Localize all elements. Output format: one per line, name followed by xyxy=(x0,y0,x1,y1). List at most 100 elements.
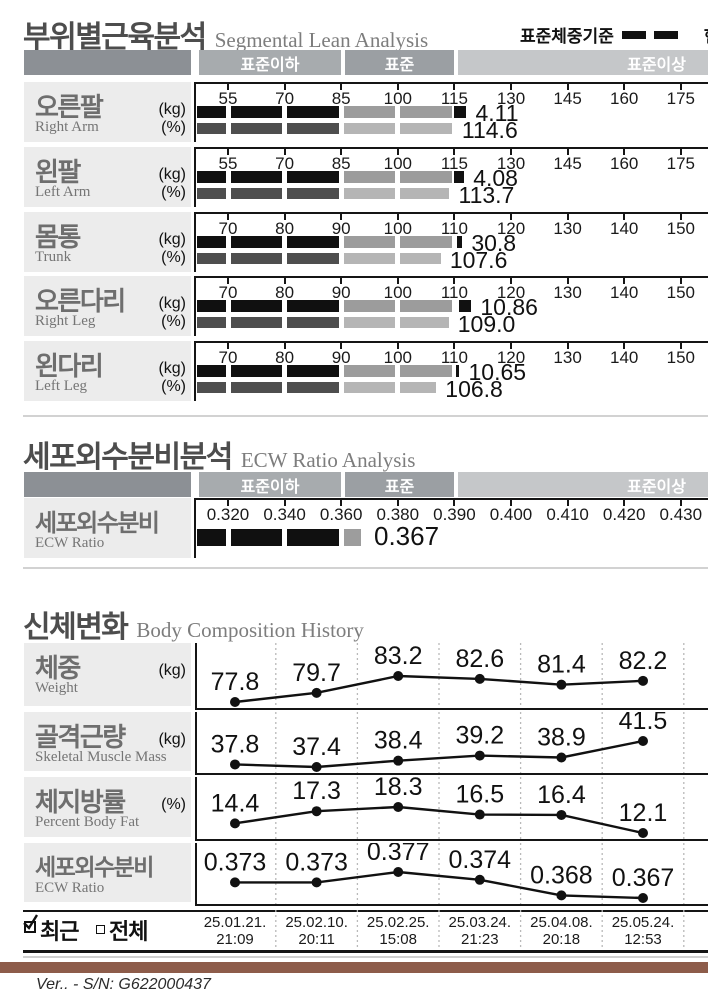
data-point xyxy=(556,809,567,820)
dates-top-rule xyxy=(23,910,708,912)
gauge-tick-label: 175 xyxy=(666,89,695,108)
pct-bar xyxy=(195,382,708,393)
gauge-tick-label: 120 xyxy=(496,348,526,367)
kg-bar-segment xyxy=(343,300,396,312)
gauge-tick xyxy=(396,149,399,155)
data-point-label: 0.374 xyxy=(449,846,512,874)
all-checkbox[interactable] xyxy=(96,925,105,934)
pct-bar-segment xyxy=(197,253,226,264)
gauge-tick xyxy=(340,278,343,284)
pct-bar xyxy=(195,188,708,199)
kg-bar-segment xyxy=(197,365,226,377)
pct-value: 109.0 xyxy=(457,311,516,337)
date-text: 25.01.21. xyxy=(203,914,267,931)
time-text: 20:18 xyxy=(542,931,581,948)
row-name-ko: 세포외수분비 xyxy=(35,854,154,880)
data-point xyxy=(556,752,567,763)
pct-value: 113.7 xyxy=(458,182,515,208)
gauge-tick xyxy=(227,214,229,220)
all-checkbox-label[interactable]: 전체 xyxy=(109,919,148,944)
row-name-ko: 체중 xyxy=(35,653,81,683)
gauge-tick xyxy=(510,500,512,506)
row-name-en: Percent Body Fat xyxy=(35,814,140,830)
gauge-tick-label: 100 xyxy=(383,219,412,238)
gauge-tick-label: 160 xyxy=(610,89,639,108)
data-point-label: 0.367 xyxy=(612,864,675,892)
gauge-tick-label: 70 xyxy=(218,219,238,238)
gauge-tick-label: 0.400 xyxy=(489,505,533,524)
pct-value: 114.6 xyxy=(461,117,518,143)
pct-bar-segment xyxy=(343,253,396,264)
chart-axis-line xyxy=(195,643,197,710)
data-point xyxy=(638,828,648,838)
gauge-tick xyxy=(679,343,682,349)
chart-bottom-line xyxy=(195,773,708,775)
kg-bar-segment xyxy=(287,106,339,118)
gauge-tick xyxy=(453,343,456,349)
time-text: 21:23 xyxy=(461,931,499,948)
gauge-tick-label: 130 xyxy=(553,283,582,302)
kg-bar-segment xyxy=(230,236,283,248)
gauge-tick xyxy=(453,214,456,220)
data-point-label: 39.2 xyxy=(455,722,504,750)
data-point-label: 83.2 xyxy=(374,643,423,670)
gauge-tick-label: 175 xyxy=(666,154,695,173)
recent-checkbox-label[interactable]: 최근 xyxy=(40,919,79,944)
gauge-tick-label: 90 xyxy=(331,348,351,367)
time-text: 12:53 xyxy=(624,931,662,948)
kg-bar-segment xyxy=(230,300,283,312)
row-label-cell: 왼다리 Left Leg (kg) (%) xyxy=(24,341,191,401)
data-point-label: 0.373 xyxy=(204,848,267,876)
ecw-bar-segment xyxy=(197,529,226,546)
kg-value: 4.11 xyxy=(475,100,519,126)
gauge-tick-label: 70 xyxy=(218,283,238,302)
history-line xyxy=(234,739,644,769)
history-line xyxy=(234,674,644,704)
gauge-tick xyxy=(227,343,229,349)
date-text: 25.03.24. xyxy=(448,914,512,931)
kg-bar-segment xyxy=(400,236,452,248)
gauge-axis-line xyxy=(194,82,196,142)
row-unit-pct: (%) xyxy=(161,313,186,330)
ecw-title-en: ECW Ratio Analysis xyxy=(240,448,416,472)
data-point xyxy=(474,750,485,761)
gauge-top-line xyxy=(194,147,708,149)
gauge-axis-line xyxy=(194,212,196,272)
history-chart: 37.8 37.4 38.4 39.2 38.9 41.5 xyxy=(195,712,708,775)
data-point-label: 79.7 xyxy=(292,659,341,687)
segmental-band-corner-cell xyxy=(24,50,191,75)
row-name-en: Right Arm xyxy=(35,119,99,135)
gauge-top-line xyxy=(194,498,708,500)
kg-bar-segment xyxy=(400,171,452,183)
kg-value: 30.8 xyxy=(471,230,517,256)
date-cell: 25.02.25. 15:08 xyxy=(357,914,439,948)
gauge-tick-label: 150 xyxy=(666,283,695,302)
segmental-band-below: 표준이하 xyxy=(199,50,341,75)
row-label-cell: 몸통 Trunk (kg) (%) xyxy=(24,212,191,272)
gauge-tick xyxy=(679,149,682,155)
gauge-tick xyxy=(396,500,399,506)
history-bottom-light-rule xyxy=(23,956,708,958)
pct-bar-segment xyxy=(343,382,396,393)
row-name-en: Trunk xyxy=(35,249,72,265)
gauge-tick xyxy=(623,149,626,155)
pct-bar-segment xyxy=(400,188,450,199)
kg-bar-segment xyxy=(343,365,396,377)
gauge-tick xyxy=(227,149,229,155)
pct-bar-segment xyxy=(400,123,452,134)
date-cell: 25.05.24. 12:53 xyxy=(602,914,684,948)
data-point xyxy=(311,687,322,698)
gauge-tick-label: 55 xyxy=(218,89,238,108)
kg-bar-segment xyxy=(197,171,226,183)
ecw-title-ko: 세포외수분비분석 xyxy=(23,441,233,474)
gauge-tick-label: 115 xyxy=(440,154,468,173)
gauge-tick-label: 115 xyxy=(440,89,468,108)
kg-bar-segment xyxy=(197,236,226,248)
gauge-tick xyxy=(566,343,569,349)
gauge-tick xyxy=(283,84,286,90)
data-point xyxy=(393,755,404,766)
gauge-tick xyxy=(340,500,343,506)
gauge-tick xyxy=(566,84,569,90)
gauge-tick xyxy=(623,214,626,220)
